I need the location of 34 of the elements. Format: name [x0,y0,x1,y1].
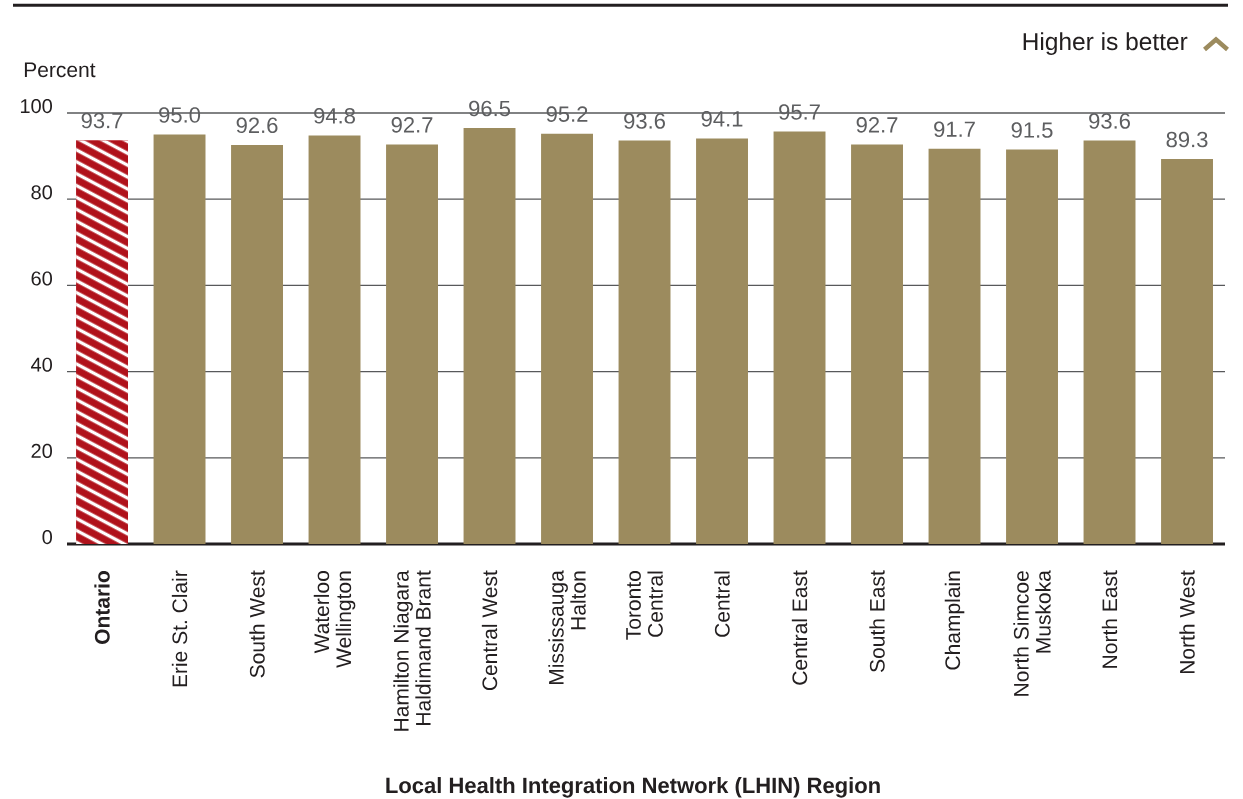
x-tick-label: Toronto Central [626,571,663,640]
y-tick-label: 0 [42,530,53,545]
x-tick-label: Waterloo Wellington [313,571,356,668]
x-tick-label: Champlain [944,571,965,670]
text: Higher is better [1023,32,1188,56]
y-tick-label: 40 [31,357,53,372]
x-tick-label: Mississauga Halton [548,570,586,684]
y-axis-title: Percent [24,62,96,78]
x-tick-label: Central West [481,570,498,691]
x-tick-label: North West [1179,570,1195,674]
data-label: 91.7 [934,121,975,137]
data-label: 93.6 [1089,113,1130,129]
y-tick-label: 100 [20,99,53,114]
data-label: 94.1 [701,111,743,127]
x-tick-label: Erie St. Clair [171,570,188,687]
x-tick-label: South West [249,570,265,678]
y-tick-label: 20 [31,443,53,458]
x-tick-label: South East [869,570,885,672]
x-tick-label: Ontario [94,571,110,644]
x-tick-label: North East [1101,570,1118,668]
x-tick-label: Central [714,571,730,637]
y-tick-label: 60 [31,271,53,286]
data-label: 92.7 [856,117,898,133]
x-tick-label: Hamilton Niagara Haldimand Brant [393,570,431,731]
data-label: 92.7 [391,117,433,133]
data-label: 91.5 [1011,122,1053,138]
x-axis-title: Local Health Integration Network (LHIN) Region [386,777,880,798]
data-label: 92.6 [236,117,278,134]
x-tick-label: Central East [791,570,808,685]
data-label: 93.7 [81,112,123,129]
data-label: 89.3 [1166,131,1208,148]
x-tick-label: North Simcoe Muskoka [1013,570,1051,696]
y-tick-label: 80 [31,185,53,200]
data-label: 93.6 [624,113,665,129]
